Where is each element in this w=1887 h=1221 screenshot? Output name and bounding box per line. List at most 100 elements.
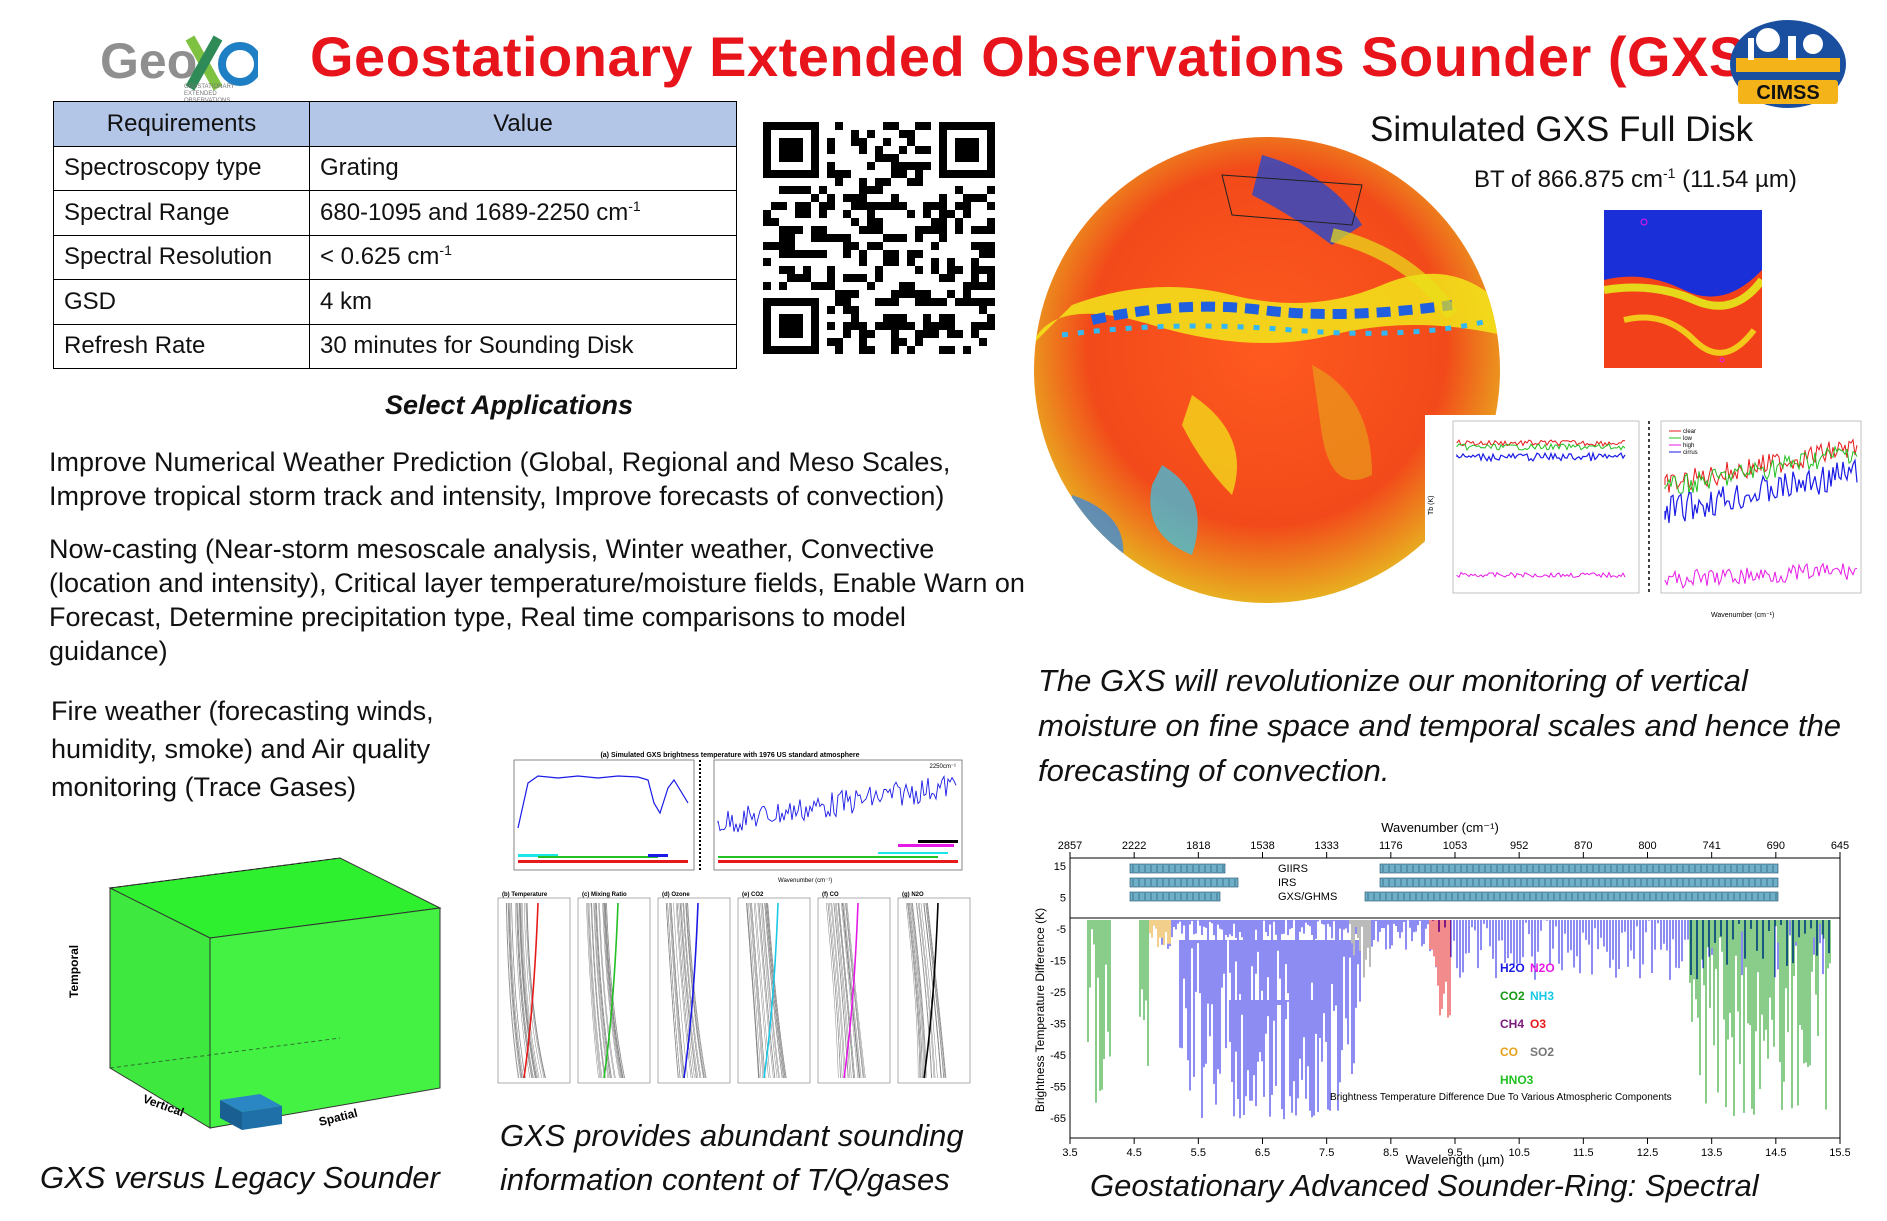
top-tick-label: 690	[1767, 840, 1785, 852]
geoxo-tagline: GEOSTATIONARY EXTENDED OBSERVATIONS	[184, 84, 235, 104]
top-tick-label: 2857	[1058, 840, 1082, 852]
table-row: Spectral Range 680-1095 and 1689-2250 cm…	[53, 190, 737, 236]
gxs-quote: The GXS will revolutionize our monitorin…	[1038, 663, 1842, 788]
top-tick-label: 645	[1831, 840, 1849, 852]
top-tick-label: 800	[1638, 840, 1656, 852]
top-tick-label: 741	[1702, 840, 1720, 852]
full-disk-subtitle: BT of 866.875 cm-1 (11.54 µm)	[1474, 165, 1797, 193]
top-tick-label: 1333	[1314, 840, 1338, 852]
zoomed-region-image	[1603, 210, 1766, 368]
bottom-tick-label: 11.5	[1573, 1147, 1594, 1159]
species-label: CO2	[1500, 989, 1525, 1003]
top-tick-label: 1176	[1379, 840, 1403, 852]
value-cell: Grating	[309, 145, 737, 191]
value-cell: 30 minutes for Sounding Disk	[309, 323, 737, 369]
top-tick-label: 952	[1510, 840, 1528, 852]
qr-code[interactable]	[762, 122, 996, 354]
species-label: N2O	[1530, 961, 1555, 975]
page-title: Geostationary Extended Observations Soun…	[310, 25, 1766, 88]
panel-title: (a) Simulated GXS brightness temperature…	[600, 752, 859, 759]
y-tick-label: -65	[1050, 1113, 1066, 1125]
y-tick-label: 15	[1054, 861, 1066, 873]
cimss-logo: CIMSS	[1728, 18, 1848, 110]
bottom-tick-label: 13.5	[1701, 1147, 1722, 1159]
profile-panel-title: (d) Ozone	[662, 892, 690, 898]
top-tick-label: 870	[1574, 840, 1592, 852]
table-row: Refresh Rate 30 minutes for Sounding Dis…	[53, 323, 737, 369]
bottom-tick-label: 6.5	[1255, 1147, 1270, 1159]
geoxo-logo: Geo GEOSTATIONARY EXTENDED OBSERVATIONS	[98, 26, 262, 106]
ring-note: Brightness Temperature Difference Due To…	[1330, 1092, 1672, 1103]
axis-label-spatial: Spatial	[317, 1106, 359, 1129]
bottom-tick-label: 9.5	[1447, 1147, 1462, 1159]
column-header: Value	[309, 101, 737, 147]
table-header-row: Requirements Value	[53, 101, 737, 147]
instrument-label-gxs: GXS/GHMS	[1278, 891, 1337, 903]
instrument-label-giirs: GIIRS	[1278, 863, 1308, 875]
bottom-tick-label: 3.5	[1062, 1147, 1077, 1159]
profile-panel-title: (b) Temperature	[502, 892, 548, 898]
application-item: Fire weather (forecasting winds, humidit…	[51, 696, 434, 802]
requirement-cell: Spectroscopy type	[53, 145, 310, 191]
value-cell: 680-1095 and 1689-2250 cm-1	[309, 190, 737, 236]
ring-caption: Geostationary Advanced Sounder-Ring: Spe…	[1090, 1168, 1759, 1203]
legend-low: low	[1683, 436, 1693, 442]
profile-panel-title: (g) N2O	[902, 892, 924, 898]
full-disk-globe-image	[1032, 135, 1502, 605]
y-tick-label: -5	[1056, 924, 1066, 936]
top-tick-label: 1053	[1443, 840, 1467, 852]
profile-panel-title: (e) CO2	[742, 892, 764, 898]
bottom-tick-label: 15.5	[1829, 1147, 1850, 1159]
applications-heading: Select Applications	[385, 390, 634, 420]
instrument-label-irs: IRS	[1278, 877, 1296, 889]
column-header: Requirements	[53, 101, 310, 147]
spectra-ylabel: Tb (K)	[1428, 496, 1435, 515]
y-tick-label: -45	[1050, 1050, 1066, 1062]
sounder-ring-spectral-chart: Wavenumber (cm⁻¹) 2857 2222 1818 1538 1333 11…	[1030, 820, 1851, 1170]
application-item: Improve Numerical Weather Prediction (Gl…	[49, 447, 951, 511]
value-cell: < 0.625 cm-1	[309, 234, 737, 280]
species-label: O3	[1530, 1017, 1546, 1031]
requirement-cell: GSD	[53, 279, 310, 325]
svg-text:Geo: Geo	[100, 33, 197, 89]
legend-high: high	[1683, 443, 1694, 449]
ring-ylabel: Brightness Temperature Difference (K)	[1033, 908, 1047, 1112]
y-tick-label: -25	[1050, 987, 1066, 999]
cimss-wordmark: CIMSS	[1756, 82, 1819, 104]
full-disk-title: Simulated GXS Full Disk	[1370, 110, 1754, 149]
top-axis-label: Wavenumber (cm⁻¹)	[1381, 820, 1499, 835]
table-row: GSD 4 km	[53, 279, 737, 325]
species-label: CO	[1500, 1045, 1518, 1059]
application-item: Now-casting (Near-storm mesoscale analys…	[49, 534, 1025, 666]
spectra-xlabel: Wavenumber (cm⁻¹)	[1711, 612, 1774, 619]
top-tick-label: 1538	[1250, 840, 1274, 852]
axis-label-temporal: Temporal	[67, 945, 81, 998]
bottom-tick-label: 4.5	[1127, 1147, 1142, 1159]
requirements-table: Requirements Value Spectroscopy type Gra…	[53, 101, 737, 369]
requirement-cell: Spectral Resolution	[53, 234, 310, 280]
profile-panel-title: (f) CO	[822, 892, 839, 898]
cube-caption: GXS versus Legacy Sounder	[40, 1160, 440, 1195]
sounding-caption: GXS provides abundant sounding informati…	[500, 1118, 964, 1197]
y-tick-label: -55	[1050, 1082, 1066, 1094]
xlabel: Wavenumber (cm⁻¹)	[778, 878, 832, 884]
bottom-tick-label: 10.5	[1508, 1147, 1529, 1159]
requirement-cell: Refresh Rate	[53, 323, 310, 369]
y-tick-label: -15	[1050, 956, 1066, 968]
table-row: Spectroscopy type Grating	[53, 145, 737, 191]
value-cell: 4 km	[309, 279, 737, 325]
species-label: CH4	[1500, 1017, 1524, 1031]
species-label: HNO3	[1500, 1073, 1534, 1087]
bottom-tick-label: 5.5	[1191, 1147, 1206, 1159]
top-tick-label: 1818	[1186, 840, 1210, 852]
species-label: NH3	[1530, 989, 1554, 1003]
species-label: H2O	[1500, 961, 1525, 975]
ring-xlabel: Wavelength (µm)	[1406, 1152, 1505, 1167]
bottom-tick-label: 14.5	[1765, 1147, 1786, 1159]
bottom-tick-label: 8.5	[1383, 1147, 1398, 1159]
wavenumber-note: 2250cm⁻¹	[929, 764, 956, 770]
profile-panel-title: (c) Mixing Ratio	[582, 892, 627, 898]
sounding-information-figure: (a) Simulated GXS brightness temperature…	[478, 748, 983, 1100]
species-label: SO2	[1530, 1045, 1554, 1059]
gxs-vs-legacy-cube: Temporal Vertical Spatial	[60, 848, 470, 1138]
